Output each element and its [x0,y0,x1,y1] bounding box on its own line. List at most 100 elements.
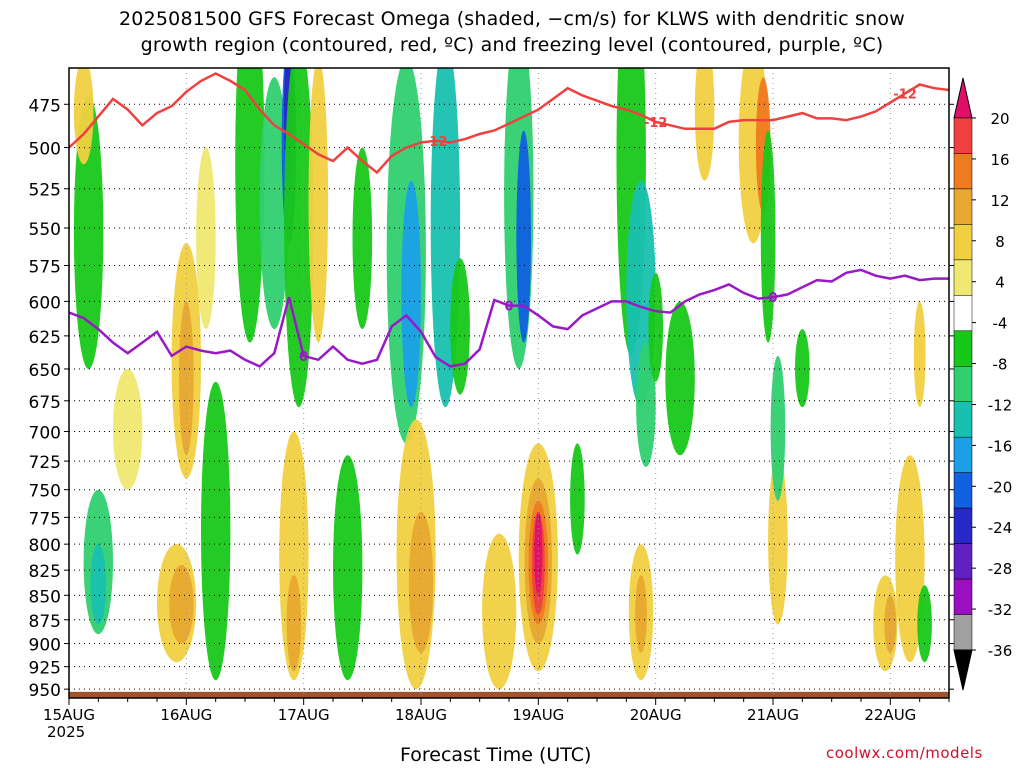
y-tick-label: 575 [29,258,61,278]
colorbar-label: -24 [988,519,1013,537]
omega-region [196,147,216,330]
y-tick-label: 875 [29,612,61,632]
omega-region [768,455,788,625]
x-tick-label: 15AUG [43,706,95,724]
grid-lines [68,68,949,698]
colorbar-label: -8 [993,356,1008,374]
omega-region [648,272,663,382]
omega-region [279,431,309,681]
chart-title-line2: growth region (contoured, red, ºC) and f… [140,34,884,56]
x-tick-label: 19AUG [512,706,564,724]
omega-region [408,511,434,653]
omega-region [201,381,231,681]
y-tick-label: 750 [29,482,61,502]
omega-region [895,455,925,663]
colorbar-segment [953,330,973,367]
omega-region [570,443,585,555]
colorbar-label: 12 [990,192,1009,210]
colorbar-segment [953,295,973,332]
omega-region [635,575,647,653]
y-tick-label: 675 [29,393,61,413]
colorbar-label: -16 [988,437,1013,455]
y-tick-label: 925 [29,659,61,679]
omega-region [73,68,94,165]
colorbar-bottom-triangle [953,649,973,691]
omega-region [516,130,531,343]
x-tick-label: 20AUG [630,706,682,724]
colorbar-segment [953,578,973,615]
omega-region [760,130,776,343]
y-tick-label: 525 [29,181,61,201]
omega-region [169,565,194,644]
colorbar-top-triangle [953,77,973,119]
colorbar-label: 8 [995,233,1005,251]
y-tick-label: 475 [29,96,61,116]
y-tick-label: 700 [29,423,61,443]
y-tick-label: 725 [29,453,61,473]
colorbar-segment [953,472,973,509]
colorbar-segment [953,507,973,544]
omega-region [113,368,143,490]
x-axis-title: Forecast Time (UTC) [400,744,592,766]
omega-region [73,95,104,369]
colorbar-segment [953,224,973,261]
y-tick-label: 900 [29,636,61,656]
x-axis-year-label: 2025 [47,723,86,741]
colorbar-label: 16 [990,151,1009,169]
colorbar-label: -20 [988,478,1013,496]
contour-snow-growth [69,72,949,175]
colorbar-label: 20 [990,110,1009,128]
omega-region [694,68,715,181]
x-tick-label: 18AUG [395,706,447,724]
omega-region [917,585,932,663]
colorbar-label: -4 [993,315,1008,333]
colorbar-segment [953,117,973,154]
omega-region [308,68,329,343]
x-axis: 15AUG 16AUG 17AUG 18AUG 19AUG 20AUG 21AUG 22AUG [43,698,950,724]
omega-region [884,595,897,653]
x-tick-label: 21AUG [747,706,799,724]
contour-label: -12 [644,116,668,131]
y-tick-label: 550 [29,220,61,240]
colorbar-label: -32 [988,601,1013,619]
y-tick-label: 600 [29,293,61,313]
colorbar-label: -28 [988,560,1013,578]
colorbar-segment [953,259,973,296]
colorbar-segment [953,366,973,402]
y-tick-label: 650 [29,361,61,381]
omega-region [235,68,265,343]
contour-label: -12 [424,135,448,150]
omega-shading [69,68,949,698]
omega-region [665,301,695,456]
contour-label: 0 [299,350,308,365]
x-tick-label: 22AUG [864,706,916,724]
omega-region [770,355,786,501]
omega-region [482,533,517,690]
contour-lines: -12 -12 -12 0 0 0 [69,72,949,368]
colorbar: 20 16 12 8 4 -4 -8 -12 -16 -20 -24 -28 -32 -36 [953,77,1013,691]
omega-region [450,258,470,395]
omega-region [259,77,289,330]
omega-region [284,68,314,408]
colorbar-segment [953,614,973,651]
colorbar-label: -12 [988,396,1013,414]
y-tick-label: 800 [29,536,61,556]
omega-region [479,68,500,329]
ground-strip [69,691,949,698]
omega-region [636,342,656,467]
y-tick-label: 775 [29,509,61,529]
omega-region [401,180,422,408]
y-tick-label: 500 [29,140,61,160]
contour-label: -12 [893,88,917,103]
colorbar-label: 4 [995,274,1005,292]
contour-label: 0 [768,291,777,306]
colorbar-segment [953,188,973,225]
contour-label: 0 [504,300,513,315]
source-credit[interactable]: coolwx.com/models [826,744,983,762]
colorbar-segment [953,543,973,580]
omega-region [352,147,373,330]
x-tick-label: 16AUG [160,706,212,724]
omega-region [913,301,926,408]
omega-region [90,544,107,625]
y-axis: 475 500 525 550 575 600 625 650 675 700 725 750 775 8… [29,96,954,701]
